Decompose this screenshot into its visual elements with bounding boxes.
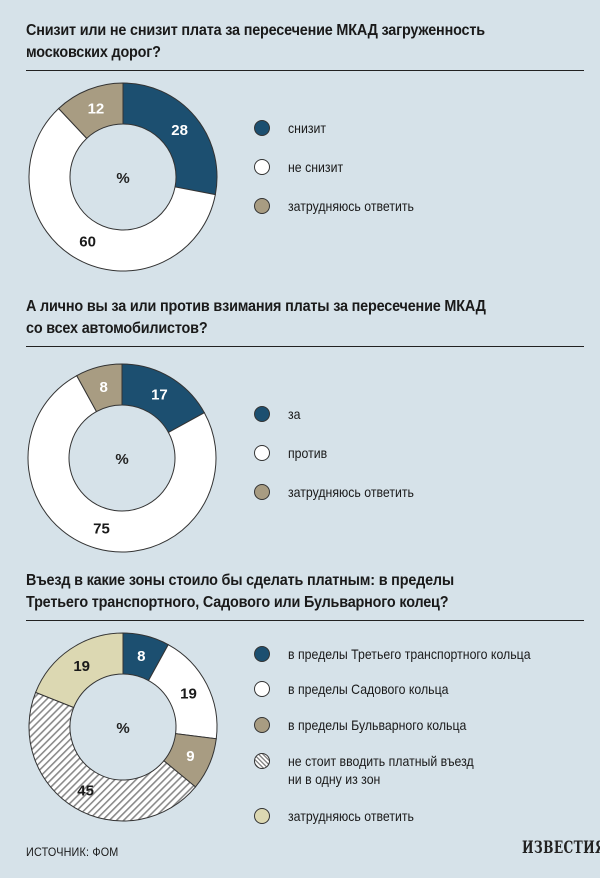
pie-slice-3 [57,82,124,140]
legend-swatch [254,717,270,733]
slice-value-label-1: 8 [137,648,145,665]
chart-3-donut: 8 19 9 45 19% [28,632,218,822]
legend-swatch [254,159,270,175]
legend-label: затрудняюсь ответить [288,198,414,214]
pie-slice-1 [122,82,218,196]
slice-value-label-3: 12 [88,101,105,118]
slice-value-label-1: 28 [171,122,188,139]
slice-value-label-5: 19 [73,658,90,675]
legend-label: не снизит [288,159,344,175]
percent-center-label: % [116,170,129,187]
pie-slice-5 [34,632,124,709]
percent-center-label: % [116,720,129,737]
chart-3-divider [26,620,584,621]
pie-slice-2 [28,107,216,272]
legend-label: против [288,445,328,461]
legend-swatch [254,198,270,214]
legend-label: затрудняюсь ответить [288,484,414,500]
legend-label: снизит [288,120,327,136]
slice-value-label-2: 60 [79,233,96,250]
pie-slice-2 [27,374,217,553]
legend-label: за [288,406,301,422]
legend-swatch [254,445,270,461]
legend-label: в пределы Третьего транспортного кольца [288,646,531,662]
legend-swatch [254,120,270,136]
legend-swatch [254,484,270,500]
chart-2-title: А лично вы за или против взимания платы … [26,298,486,337]
percent-center-label: % [115,451,128,468]
legend-swatch [254,646,270,662]
legend-label: в пределы Садового кольца [288,681,449,697]
slice-value-label-1: 17 [151,387,168,404]
pie-slice-4 [28,691,197,822]
legend-swatch [254,753,270,769]
legend-swatch [254,808,270,824]
legend-label: в пределы Бульварного кольца [288,717,467,733]
legend-swatch [254,681,270,697]
chart-1-title: Снизит или не снизит плата за пересечени… [26,22,485,61]
chart-2-donut: 17 75 8% [27,363,217,553]
slice-value-label-3: 8 [100,379,108,396]
chart-2-divider [26,346,584,347]
slice-value-label-4: 45 [77,782,94,799]
chart-1-divider [26,70,584,71]
slice-value-label-2: 75 [93,521,110,538]
slice-value-label-3: 9 [186,748,194,765]
chart-1-donut: 28 60 12% [28,82,218,272]
izvestia-logo: ИЗВЕСТИЯ [522,838,600,858]
slice-value-label-2: 19 [180,686,197,703]
pie-slice-3 [76,363,123,413]
chart-3-title: Въезд в какие зоны стоило бы сделать пла… [26,572,455,611]
source-note: ИСТОЧНИК: ФОМ [26,845,119,859]
legend-label: затрудняюсь ответить [288,808,414,824]
legend-label: не стоит вводить платный въезд ни в одну … [288,753,474,787]
legend-swatch [254,406,270,422]
